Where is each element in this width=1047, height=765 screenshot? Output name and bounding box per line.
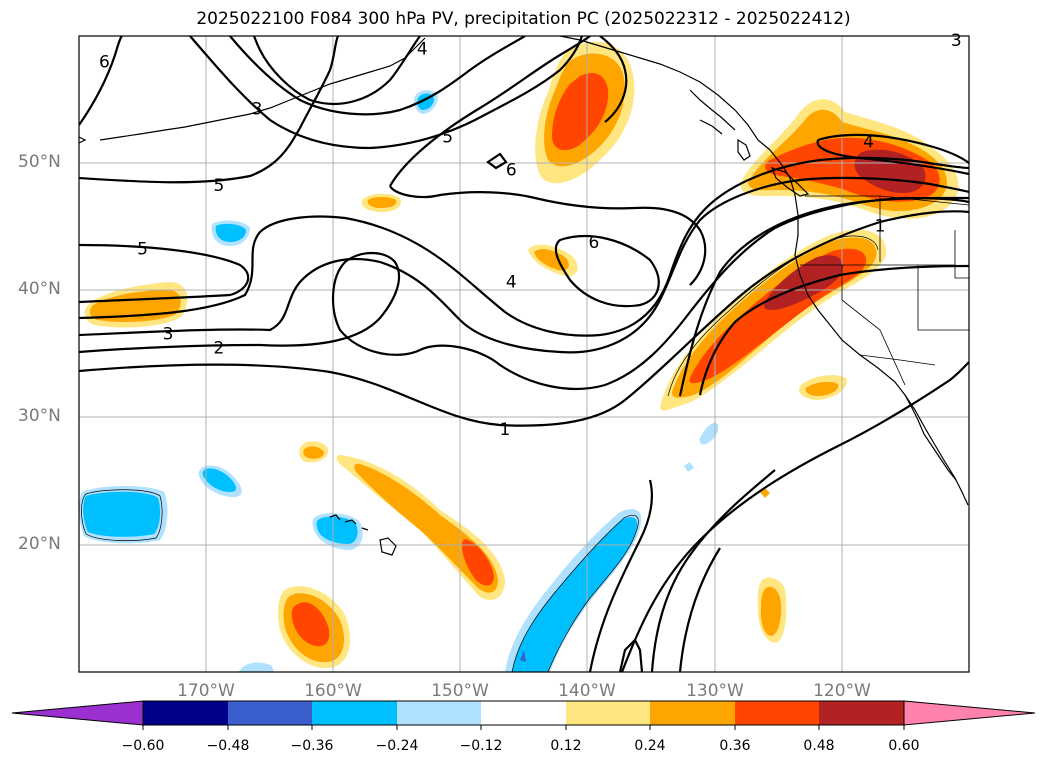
pv-contour-label: 1 [500, 420, 511, 440]
colorbar-extend-low [11, 700, 144, 726]
pv-contour-labels: 6 4 3 5 6 5 6 5 4 3 2 1 4 1 3 [99, 31, 962, 440]
pv-contour-3 [79, 176, 969, 354]
colorbar-tick-label: 0.60 [888, 738, 920, 754]
colorbar-tick-label: 0.12 [550, 738, 582, 754]
lat-label-20n: 20°N [18, 534, 61, 554]
colorbar-tick-label: −0.36 [290, 738, 334, 754]
colorbar-tick-label: −0.24 [375, 738, 419, 754]
lon-label-150w: 150°W [431, 681, 489, 701]
lon-label-130w: 130°W [686, 681, 744, 701]
colorbar-tick-label: −0.48 [206, 738, 250, 754]
map-title: 2025022100 F084 300 hPa PV, precipitatio… [196, 9, 851, 29]
pv-contour-label: 5 [137, 239, 148, 259]
colorbar-segment [397, 701, 481, 725]
pv-contour-label: 4 [506, 272, 517, 292]
pv-contour-label: 3 [951, 31, 962, 51]
lon-label-120w: 120°W [813, 681, 871, 701]
lat-label-50n: 50°N [18, 152, 61, 172]
pv-contour-label: 1 [875, 217, 886, 237]
lat-label-30n: 30°N [18, 406, 61, 426]
pv-contour-label: 6 [506, 161, 517, 181]
colorbar-tick-label: −0.12 [459, 738, 503, 754]
colorbar-tick-label: 0.24 [634, 738, 666, 754]
colorbar-segment [481, 701, 566, 725]
lon-label-160w: 160°W [304, 681, 362, 701]
colorbar-segment [228, 701, 312, 725]
pv-contour-label: 4 [863, 133, 874, 153]
colorbar-segment [819, 701, 904, 725]
pv-contour-label: 6 [99, 52, 110, 72]
pv-contour-5 [79, 243, 250, 304]
colorbar-tick-label: −0.60 [121, 738, 165, 754]
colorbar-segment [650, 701, 735, 725]
lon-label-170w: 170°W [177, 681, 235, 701]
pv-contour-label: 5 [213, 176, 224, 196]
pv-contour-label: 4 [417, 40, 428, 60]
pv-contour-label: 6 [589, 233, 600, 253]
colorbar [11, 700, 1036, 730]
colorbar-segment [312, 701, 397, 725]
gridlines [79, 36, 969, 672]
lat-label-40n: 40°N [18, 279, 61, 299]
precip-shading [79, 41, 959, 672]
pv-contour-label: 3 [163, 325, 174, 345]
lon-label-140w: 140°W [558, 681, 616, 701]
coastlines [79, 36, 969, 556]
pv-contour-2 [79, 251, 421, 356]
pv-contour-4 [79, 156, 969, 337]
map-frame [78, 35, 970, 673]
pv-contour-label: 5 [442, 127, 453, 147]
colorbar-segment [566, 701, 650, 725]
colorbar-tick-label: 0.48 [803, 738, 835, 754]
colorbar-extend-high [903, 700, 1036, 726]
pv-contours [79, 36, 969, 672]
colorbar-segment [143, 701, 228, 725]
pv-contour-1 [79, 210, 969, 427]
colorbar-tick-label: 0.36 [719, 738, 751, 754]
pv-contour-label: 2 [213, 339, 224, 359]
political-borders [800, 195, 969, 386]
colorbar-segment [735, 701, 819, 725]
pv-contour-label: 3 [252, 100, 263, 120]
pv-contour-6 [79, 36, 123, 126]
